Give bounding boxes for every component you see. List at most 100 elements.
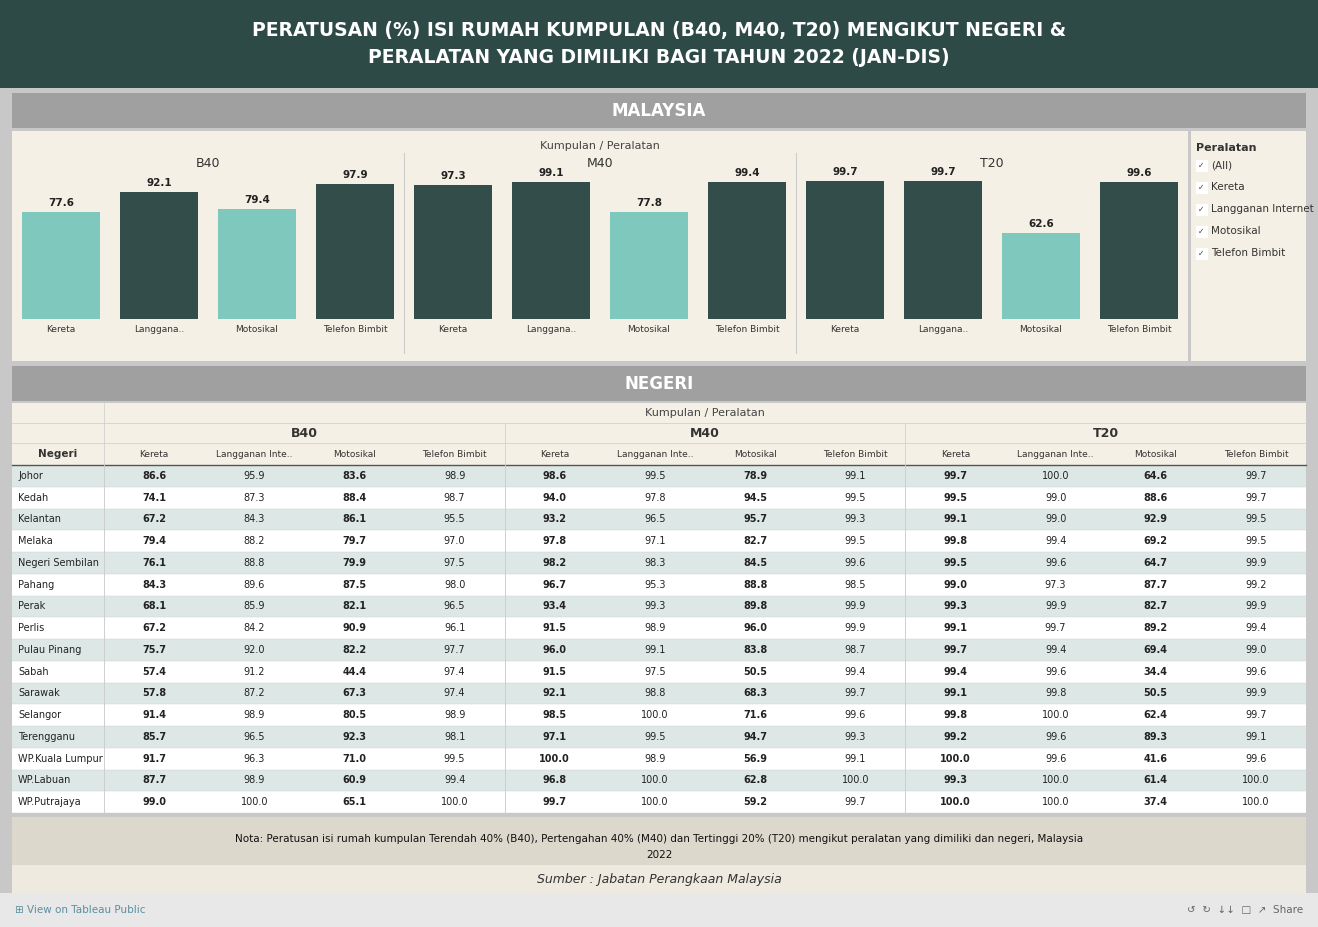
Text: 100.0: 100.0 xyxy=(539,754,571,764)
Text: 97.4: 97.4 xyxy=(444,689,465,698)
Text: 100.0: 100.0 xyxy=(841,775,869,785)
Bar xyxy=(12,705,1306,726)
Text: 100.0: 100.0 xyxy=(1041,775,1069,785)
Text: Langganan Internet: Langganan Internet xyxy=(1211,204,1314,214)
Text: Pulau Pinang: Pulau Pinang xyxy=(18,645,82,654)
Text: 98.5: 98.5 xyxy=(543,710,567,720)
Text: 97.7: 97.7 xyxy=(444,645,465,654)
Bar xyxy=(12,748,1306,769)
Text: 88.4: 88.4 xyxy=(343,492,366,502)
Text: 79.9: 79.9 xyxy=(343,558,366,568)
Text: 85.9: 85.9 xyxy=(244,602,265,612)
Text: Motosikal: Motosikal xyxy=(734,450,776,459)
Text: WP.Labuan: WP.Labuan xyxy=(18,775,71,785)
Text: 97.5: 97.5 xyxy=(645,667,666,677)
Text: ↺  ↻  ↓↓  □  ↗  Share: ↺ ↻ ↓↓ □ ↗ Share xyxy=(1188,905,1304,915)
Text: 100.0: 100.0 xyxy=(940,754,971,764)
Text: 100.0: 100.0 xyxy=(1242,775,1269,785)
Text: 99.4: 99.4 xyxy=(944,667,967,677)
Text: 87.7: 87.7 xyxy=(1144,579,1168,590)
Text: Kedah: Kedah xyxy=(18,492,49,502)
Text: 92.0: 92.0 xyxy=(244,645,265,654)
Text: 99.3: 99.3 xyxy=(944,775,967,785)
Text: (All): (All) xyxy=(1211,160,1232,170)
Text: Langgana..: Langgana.. xyxy=(917,325,969,334)
Text: 82.2: 82.2 xyxy=(343,645,366,654)
Text: 96.5: 96.5 xyxy=(244,732,265,742)
Text: Sabah: Sabah xyxy=(18,667,49,677)
Bar xyxy=(12,131,1188,361)
Text: 98.9: 98.9 xyxy=(444,471,465,481)
Text: 99.9: 99.9 xyxy=(1246,689,1267,698)
Text: 44.4: 44.4 xyxy=(343,667,366,677)
Text: Telefon Bimbit: Telefon Bimbit xyxy=(1223,450,1288,459)
Bar xyxy=(1002,233,1081,319)
Text: 89.3: 89.3 xyxy=(1144,732,1168,742)
Bar xyxy=(414,184,492,319)
Text: 95.7: 95.7 xyxy=(743,514,767,525)
Text: WP.Putrajaya: WP.Putrajaya xyxy=(18,797,82,807)
Text: 98.1: 98.1 xyxy=(444,732,465,742)
Text: 97.9: 97.9 xyxy=(343,170,368,180)
Text: 99.4: 99.4 xyxy=(734,168,759,178)
Text: Peralatan: Peralatan xyxy=(1195,143,1256,153)
Text: M40: M40 xyxy=(691,426,720,439)
Text: 99.1: 99.1 xyxy=(645,645,666,654)
Bar xyxy=(904,182,982,319)
Text: 94.5: 94.5 xyxy=(743,492,767,502)
Text: 87.5: 87.5 xyxy=(343,579,366,590)
Text: 64.6: 64.6 xyxy=(1144,471,1168,481)
Text: 97.3: 97.3 xyxy=(1045,579,1066,590)
Bar xyxy=(12,661,1306,682)
Text: 99.1: 99.1 xyxy=(944,623,967,633)
Text: 99.8: 99.8 xyxy=(944,536,967,546)
Text: 92.9: 92.9 xyxy=(1144,514,1168,525)
Text: 99.6: 99.6 xyxy=(1246,754,1267,764)
Text: 100.0: 100.0 xyxy=(641,797,668,807)
Text: 86.1: 86.1 xyxy=(343,514,366,525)
Text: 94.7: 94.7 xyxy=(743,732,767,742)
Text: 100.0: 100.0 xyxy=(240,797,268,807)
Bar xyxy=(1195,182,1207,193)
Text: 98.9: 98.9 xyxy=(244,775,265,785)
Text: 37.4: 37.4 xyxy=(1144,797,1168,807)
Text: 96.0: 96.0 xyxy=(743,623,767,633)
Text: 74.1: 74.1 xyxy=(142,492,166,502)
Text: 85.7: 85.7 xyxy=(142,732,166,742)
Text: Telefon Bimbit: Telefon Bimbit xyxy=(1211,248,1285,258)
Text: 99.5: 99.5 xyxy=(944,492,967,502)
Text: B40: B40 xyxy=(196,157,220,170)
Text: ✓: ✓ xyxy=(1198,183,1203,192)
Text: 97.1: 97.1 xyxy=(543,732,567,742)
Text: Motosikal: Motosikal xyxy=(1211,226,1260,236)
Text: 99.5: 99.5 xyxy=(1246,536,1267,546)
Text: 96.5: 96.5 xyxy=(444,602,465,612)
Bar xyxy=(12,682,1306,705)
Text: Motosikal: Motosikal xyxy=(333,450,376,459)
Text: 99.3: 99.3 xyxy=(845,514,866,525)
Text: Kereta: Kereta xyxy=(140,450,169,459)
Bar xyxy=(12,552,1306,574)
Text: 99.6: 99.6 xyxy=(1045,558,1066,568)
Text: 98.2: 98.2 xyxy=(543,558,567,568)
Text: Selangor: Selangor xyxy=(18,710,61,720)
Text: 100.0: 100.0 xyxy=(1041,710,1069,720)
Text: 84.3: 84.3 xyxy=(244,514,265,525)
Text: 98.6: 98.6 xyxy=(543,471,567,481)
Text: 99.1: 99.1 xyxy=(845,471,866,481)
Text: 91.5: 91.5 xyxy=(543,667,567,677)
Text: 100.0: 100.0 xyxy=(1041,471,1069,481)
Text: 77.8: 77.8 xyxy=(637,197,662,208)
Text: 67.3: 67.3 xyxy=(343,689,366,698)
Text: 99.1: 99.1 xyxy=(944,689,967,698)
Text: 99.0: 99.0 xyxy=(1045,514,1066,525)
Text: 99.3: 99.3 xyxy=(944,602,967,612)
Bar xyxy=(12,93,1306,128)
Bar xyxy=(1195,160,1207,171)
Text: 100.0: 100.0 xyxy=(641,775,668,785)
Bar xyxy=(22,212,100,319)
Text: 99.6: 99.6 xyxy=(1045,732,1066,742)
Bar xyxy=(610,211,688,319)
Text: 99.2: 99.2 xyxy=(944,732,967,742)
Text: Langgana..: Langgana.. xyxy=(134,325,185,334)
